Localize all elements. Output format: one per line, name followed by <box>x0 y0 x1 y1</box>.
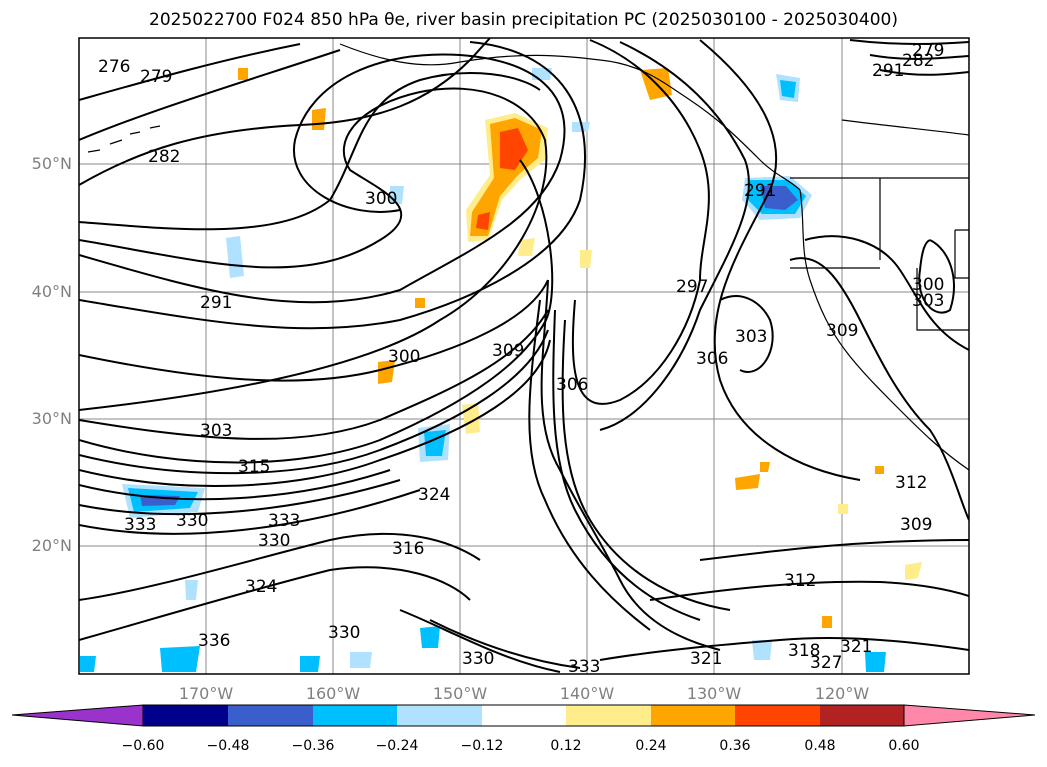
colorbar-tick: 0.24 <box>635 738 667 754</box>
colorbar-bin <box>735 705 820 726</box>
contour-label: 297 <box>676 277 708 297</box>
colorbar-tick: −0.24 <box>375 738 419 754</box>
contour-label: 330 <box>462 649 494 669</box>
contour-label: 312 <box>895 473 927 493</box>
contour-label: 333 <box>568 657 600 677</box>
colorbar-bin <box>482 705 566 726</box>
contour-label: 300 <box>365 189 397 209</box>
contour-label: 318 <box>788 641 820 661</box>
contour-label: 330 <box>176 511 208 531</box>
colorbar-tick: 0.12 <box>550 738 582 754</box>
contour-label: 279 <box>912 41 944 61</box>
colorbar-bin <box>566 705 651 726</box>
lon-tick: 150°W <box>432 684 488 703</box>
colorbar-tick: −0.12 <box>460 738 504 754</box>
contour-label: 330 <box>328 623 360 643</box>
lon-tick: 120°W <box>814 684 870 703</box>
lon-tick: 130°W <box>686 684 742 703</box>
colorbar-tick: 0.48 <box>804 738 836 754</box>
contour-label: 309 <box>492 341 524 361</box>
colorbar-over <box>903 704 1036 727</box>
contour-label: 315 <box>238 457 270 477</box>
contour-label: 312 <box>784 571 816 591</box>
contour-label: 330 <box>258 531 290 551</box>
contour-label: 291 <box>872 61 904 81</box>
contour-label: 306 <box>556 375 588 395</box>
contour-labels: 276 279 282 291 300 303 315 333 330 333 … <box>98 41 944 677</box>
colorbar-tick: −0.60 <box>121 738 165 754</box>
contour-label: 291 <box>200 293 232 313</box>
contour-label: 300 <box>388 347 420 367</box>
lon-tick: 160°W <box>305 684 361 703</box>
lat-tick: 50°N <box>31 154 72 173</box>
lon-tick: 170°W <box>178 684 234 703</box>
colorbar-bin <box>143 705 228 726</box>
contour-label: 303 <box>912 291 944 311</box>
contour-label: 333 <box>124 515 156 535</box>
contour-label: 327 <box>810 653 842 673</box>
contour-label: 309 <box>900 515 932 535</box>
lat-tick: 30°N <box>31 409 72 428</box>
contour-label: 333 <box>268 511 300 531</box>
map-frame <box>78 37 970 675</box>
contour-label: 324 <box>418 485 450 505</box>
contour-label: 303 <box>200 421 232 441</box>
contour-label: 291 <box>744 181 776 201</box>
colorbar-tick: 0.36 <box>719 738 751 754</box>
colorbar-tick: −0.48 <box>206 738 250 754</box>
colorbar-bin <box>397 705 482 726</box>
contour-label: 300 <box>912 275 944 295</box>
colorbar-bin <box>228 705 313 726</box>
contour-label: 336 <box>198 631 230 651</box>
contour-label: 279 <box>140 67 172 87</box>
contour-label: 316 <box>392 539 424 559</box>
colorbar-under <box>11 704 144 727</box>
contour-label: 309 <box>826 321 858 341</box>
lon-tick: 140°W <box>559 684 615 703</box>
contour-label: 303 <box>735 327 767 347</box>
contour-label: 321 <box>840 637 872 657</box>
colorbar-tick: 0.60 <box>888 738 920 754</box>
coastline <box>87 43 969 471</box>
colorbar <box>11 704 1036 727</box>
colorbar-bin <box>313 705 397 726</box>
lat-tick: 40°N <box>31 282 72 301</box>
contour-label: 306 <box>696 349 728 369</box>
colorbar-bin <box>651 705 735 726</box>
contour-label: 276 <box>98 57 130 77</box>
lat-tick: 20°N <box>31 536 72 555</box>
contour-label: 321 <box>690 649 722 669</box>
contour-label: 282 <box>902 51 934 71</box>
precip-shading <box>80 68 922 672</box>
contour-label: 282 <box>148 147 180 167</box>
colorbar-tick: −0.36 <box>291 738 335 754</box>
contour-label: 324 <box>245 577 277 597</box>
colorbar-bin <box>820 705 904 726</box>
theta-e-contours <box>79 38 969 673</box>
map-title: 2025022700 F024 850 hPa θe, river basin … <box>149 10 898 30</box>
